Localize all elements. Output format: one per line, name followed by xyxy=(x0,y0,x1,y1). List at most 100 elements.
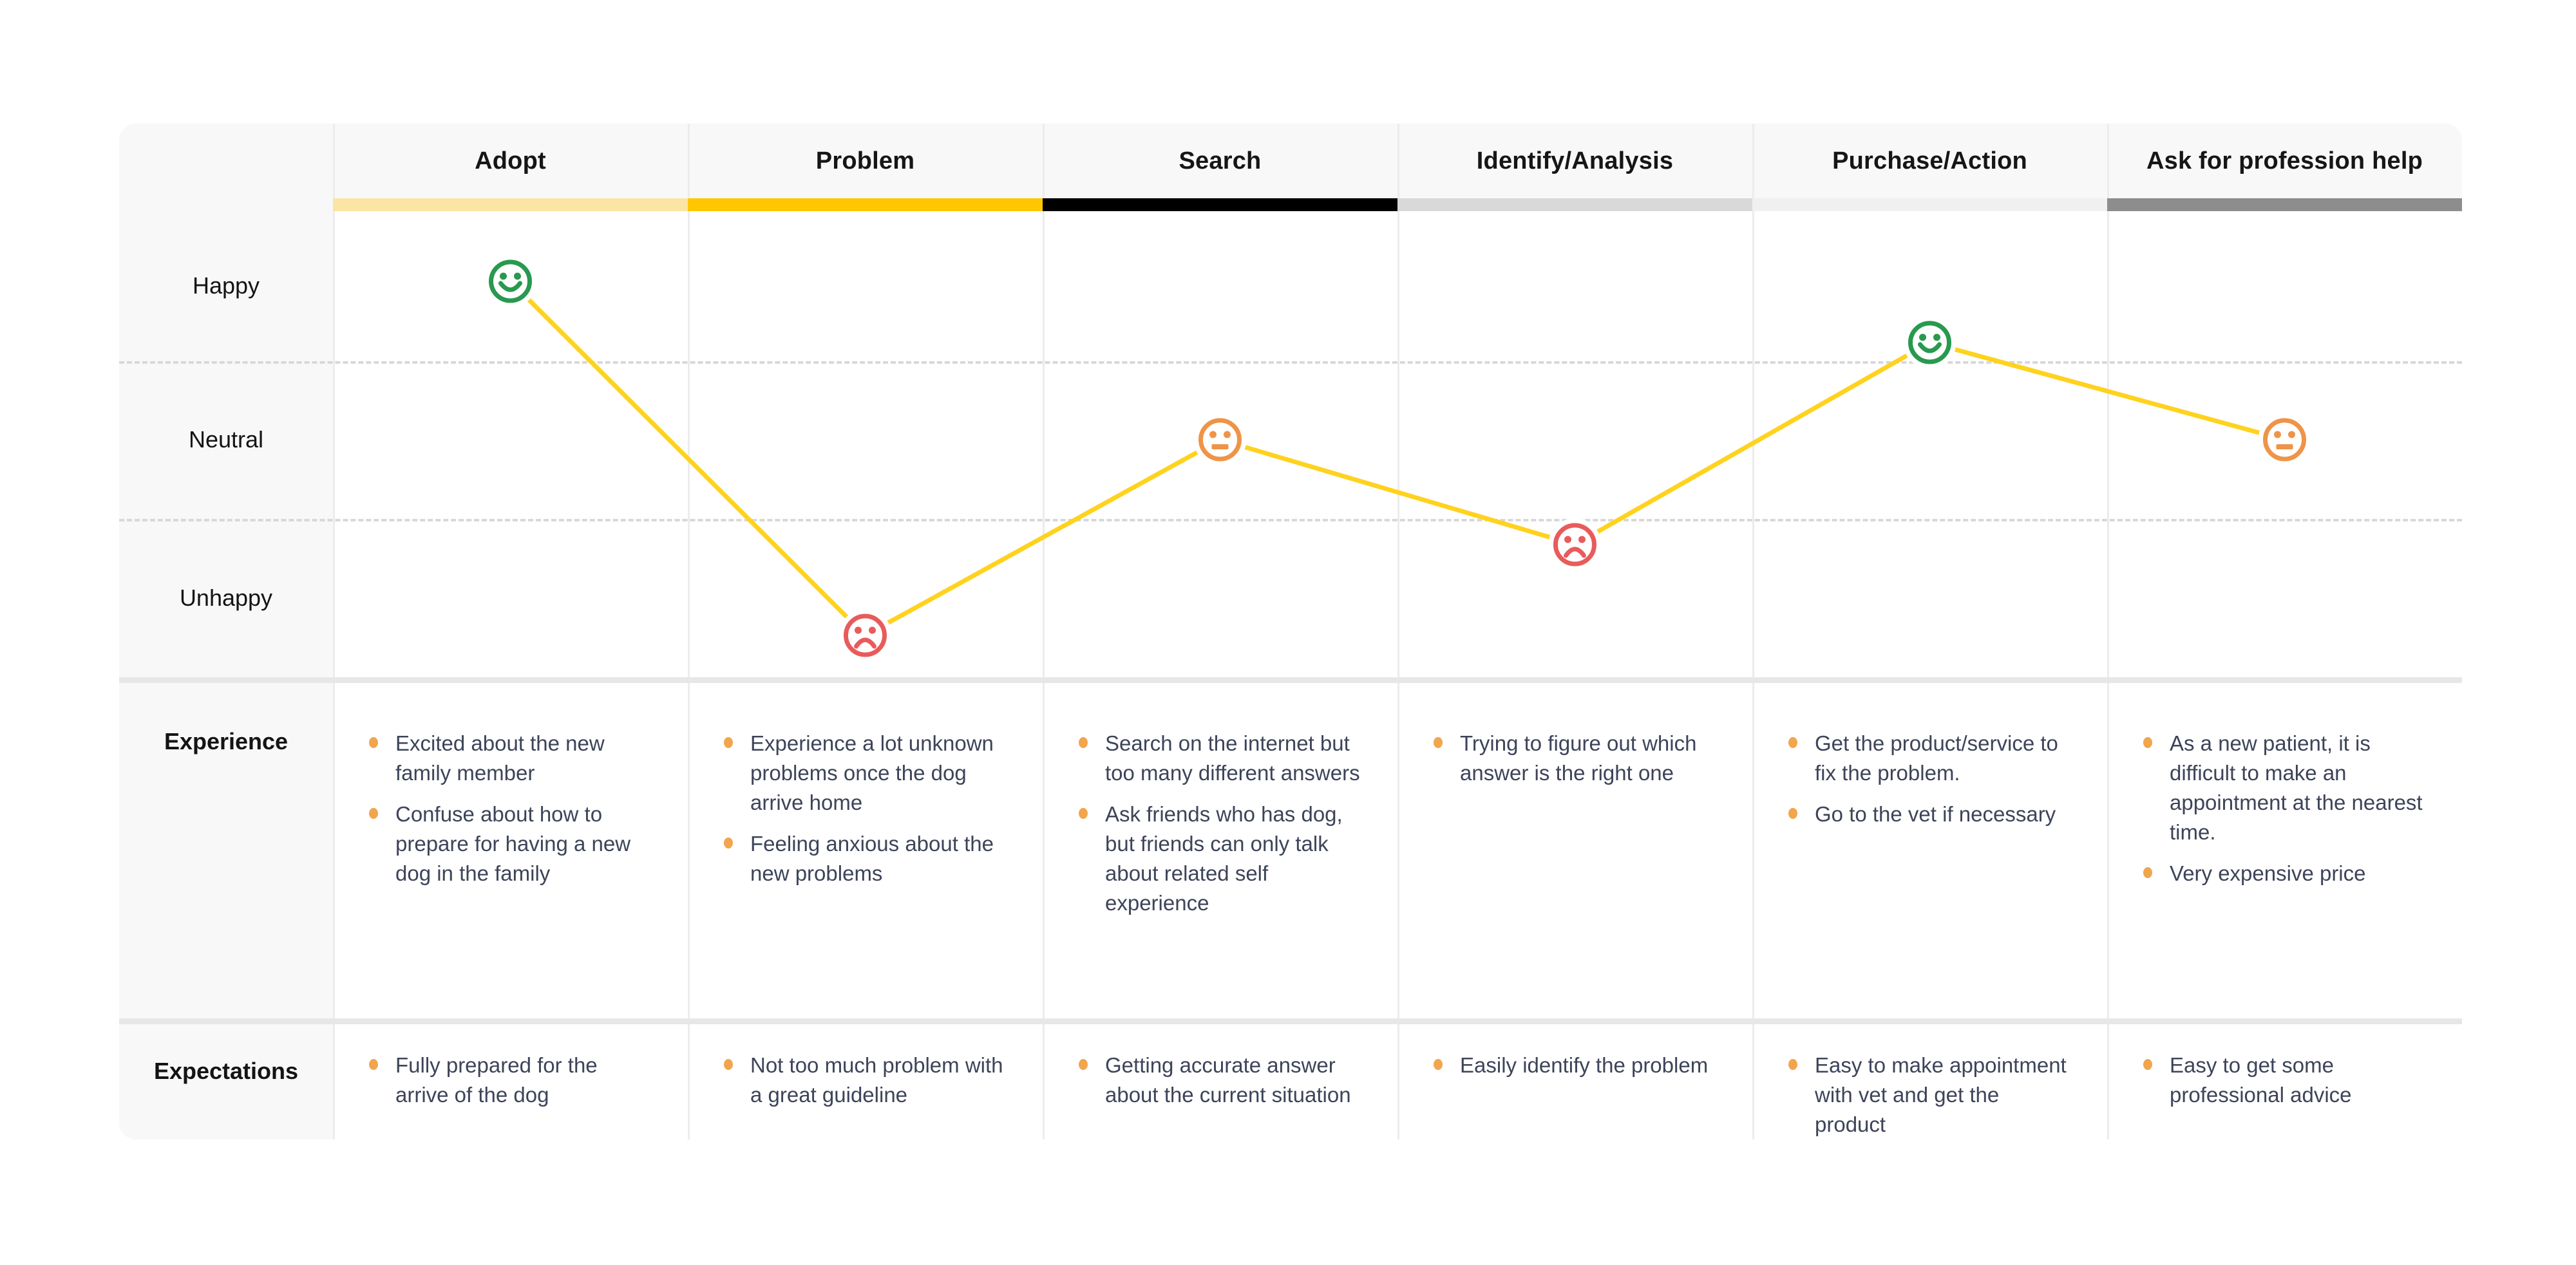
stage-color-bar-1 xyxy=(688,198,1043,211)
row-label-unhappy: Unhappy xyxy=(179,585,273,611)
row-label-experience: Experience xyxy=(164,728,289,754)
happy-face-icon xyxy=(484,255,537,308)
column-separator xyxy=(688,124,690,1139)
list-item-text: As a new patient, it is difficult to mak… xyxy=(2170,731,2423,844)
column-separator xyxy=(1043,124,1045,1139)
list-item-text: Easily identify the problem xyxy=(1460,1053,1709,1077)
stage-0-expectations-cell: Fully prepared for the arrive of the dog xyxy=(369,1024,653,1139)
stage-0-experience-cell: Excited about the new family member Confu… xyxy=(369,682,653,1018)
row-label-happy: Happy xyxy=(192,272,260,299)
experience-expectations-divider xyxy=(119,1018,2462,1024)
list-item-text: Easy to get some professional advice xyxy=(2170,1053,2352,1107)
list-item: Excited about the new family member xyxy=(369,729,653,788)
sad-face-icon xyxy=(838,609,892,662)
bullet-icon xyxy=(1434,1059,1443,1070)
stage-2-expectations-cell: Getting accurate answer about the curren… xyxy=(1079,1024,1363,1139)
list-item: Very expensive price xyxy=(2143,859,2427,888)
stage-3-expectations-cell: Easily identify the problem xyxy=(1434,1024,1718,1139)
stage-header-4: Purchase/Action xyxy=(1832,147,2027,174)
sad-face-icon xyxy=(1548,518,1602,571)
journey-line-chart xyxy=(484,255,2311,662)
row-label-expectations: Expectations xyxy=(153,1058,299,1084)
stage-4-experience-cell: Get the product/service to fix the probl… xyxy=(1788,682,2072,1018)
bullet-icon xyxy=(2143,867,2152,878)
stage-3-experience-cell: Trying to figure out which answer is the… xyxy=(1434,682,1718,1018)
stage-color-bar-5 xyxy=(2107,198,2462,211)
list-item-text: Trying to figure out which answer is the… xyxy=(1460,731,1697,785)
happy-face-icon xyxy=(1903,316,1956,369)
bullet-icon xyxy=(1788,1059,1797,1070)
stage-1-expectations-cell: Not too much problem with a great guidel… xyxy=(724,1024,1008,1139)
column-separator xyxy=(1752,124,1754,1139)
bullet-icon xyxy=(724,737,733,748)
column-separator xyxy=(2107,124,2109,1139)
bullet-icon xyxy=(1788,737,1797,748)
list-item: Ask friends who has dog, but friends can… xyxy=(1079,800,1363,918)
list-item-text: Excited about the new family member xyxy=(395,731,605,785)
neutral-face-icon xyxy=(1193,413,1247,466)
bullet-icon xyxy=(2143,1059,2152,1070)
list-item-text: Getting accurate answer about the curren… xyxy=(1105,1053,1351,1107)
bullet-icon xyxy=(724,838,733,848)
stage-color-bar-2 xyxy=(1043,198,1397,211)
stage-color-bar-3 xyxy=(1397,198,1752,211)
stage-color-bar-0 xyxy=(333,198,688,211)
journey-table: Happy Neutral Unhappy Experience Expecta… xyxy=(119,124,2462,1139)
bullet-icon xyxy=(1079,808,1088,819)
happy-neutral-dashed-line xyxy=(119,361,2462,364)
stage-5-expectations-cell: Easy to get some professional advice xyxy=(2143,1024,2427,1139)
row-label-neutral: Neutral xyxy=(188,426,264,453)
list-item-text: Fully prepared for the arrive of the dog xyxy=(395,1053,598,1107)
stage-header-0: Adopt xyxy=(475,147,546,174)
neutral-unhappy-dashed-line xyxy=(119,519,2462,521)
stage-5-experience-cell: As a new patient, it is difficult to mak… xyxy=(2143,682,2427,1018)
bullet-icon xyxy=(2143,737,2152,748)
list-item: Trying to figure out which answer is the… xyxy=(1434,729,1718,788)
list-item-text: Very expensive price xyxy=(2170,861,2366,885)
row-label-column xyxy=(119,124,333,1139)
list-item: Easy to make appointment with vet and ge… xyxy=(1788,1051,2072,1139)
list-item: Confuse about how to prepare for having … xyxy=(369,800,653,888)
bullet-icon xyxy=(1079,737,1088,748)
list-item-text: Experience a lot unknown problems once t… xyxy=(750,731,994,814)
stage-1-experience-cell: Experience a lot unknown problems once t… xyxy=(724,682,1008,1018)
list-item-text: Not too much problem with a great guidel… xyxy=(750,1053,1003,1107)
stage-4-expectations-cell: Easy to make appointment with vet and ge… xyxy=(1788,1024,2072,1139)
list-item-text: Ask friends who has dog, but friends can… xyxy=(1105,802,1343,915)
emotion-experience-divider xyxy=(119,677,2462,683)
list-item: Fully prepared for the arrive of the dog xyxy=(369,1051,653,1110)
list-item-text: Go to the vet if necessary xyxy=(1815,802,2056,826)
bullet-icon xyxy=(369,1059,378,1070)
list-item: Go to the vet if necessary xyxy=(1788,800,2072,829)
bullet-icon xyxy=(1788,808,1797,819)
list-item: Get the product/service to fix the probl… xyxy=(1788,729,2072,788)
list-item: Search on the internet but too many diff… xyxy=(1079,729,1363,788)
stage-header-1: Problem xyxy=(815,147,915,174)
list-item: Getting accurate answer about the curren… xyxy=(1079,1051,1363,1110)
bullet-icon xyxy=(369,808,378,819)
stage-header-3: Identify/Analysis xyxy=(1476,147,1674,174)
bullet-icon xyxy=(369,737,378,748)
bullet-icon xyxy=(1079,1059,1088,1070)
stage-2-experience-cell: Search on the internet but too many diff… xyxy=(1079,682,1363,1018)
neutral-face-icon xyxy=(2258,413,2311,466)
stage-color-bar-4 xyxy=(1752,198,2107,211)
list-item-text: Search on the internet but too many diff… xyxy=(1105,731,1360,785)
list-item: Not too much problem with a great guidel… xyxy=(724,1051,1008,1110)
list-item-text: Confuse about how to prepare for having … xyxy=(395,802,631,885)
column-separator xyxy=(1397,124,1399,1139)
list-item-text: Feeling anxious about the new problems xyxy=(750,832,994,885)
journey-line xyxy=(509,279,2286,639)
list-item: Easy to get some professional advice xyxy=(2143,1051,2427,1110)
list-item: Feeling anxious about the new problems xyxy=(724,829,1008,888)
stage-header-5: Ask for profession help xyxy=(2146,147,2423,174)
list-item-text: Easy to make appointment with vet and ge… xyxy=(1815,1053,2067,1136)
list-item-text: Get the product/service to fix the probl… xyxy=(1815,731,2058,785)
bullet-icon xyxy=(1434,737,1443,748)
bullet-icon xyxy=(724,1059,733,1070)
column-separator xyxy=(333,124,335,1139)
list-item: Experience a lot unknown problems once t… xyxy=(724,729,1008,818)
list-item: As a new patient, it is difficult to mak… xyxy=(2143,729,2427,847)
list-item: Easily identify the problem xyxy=(1434,1051,1718,1080)
